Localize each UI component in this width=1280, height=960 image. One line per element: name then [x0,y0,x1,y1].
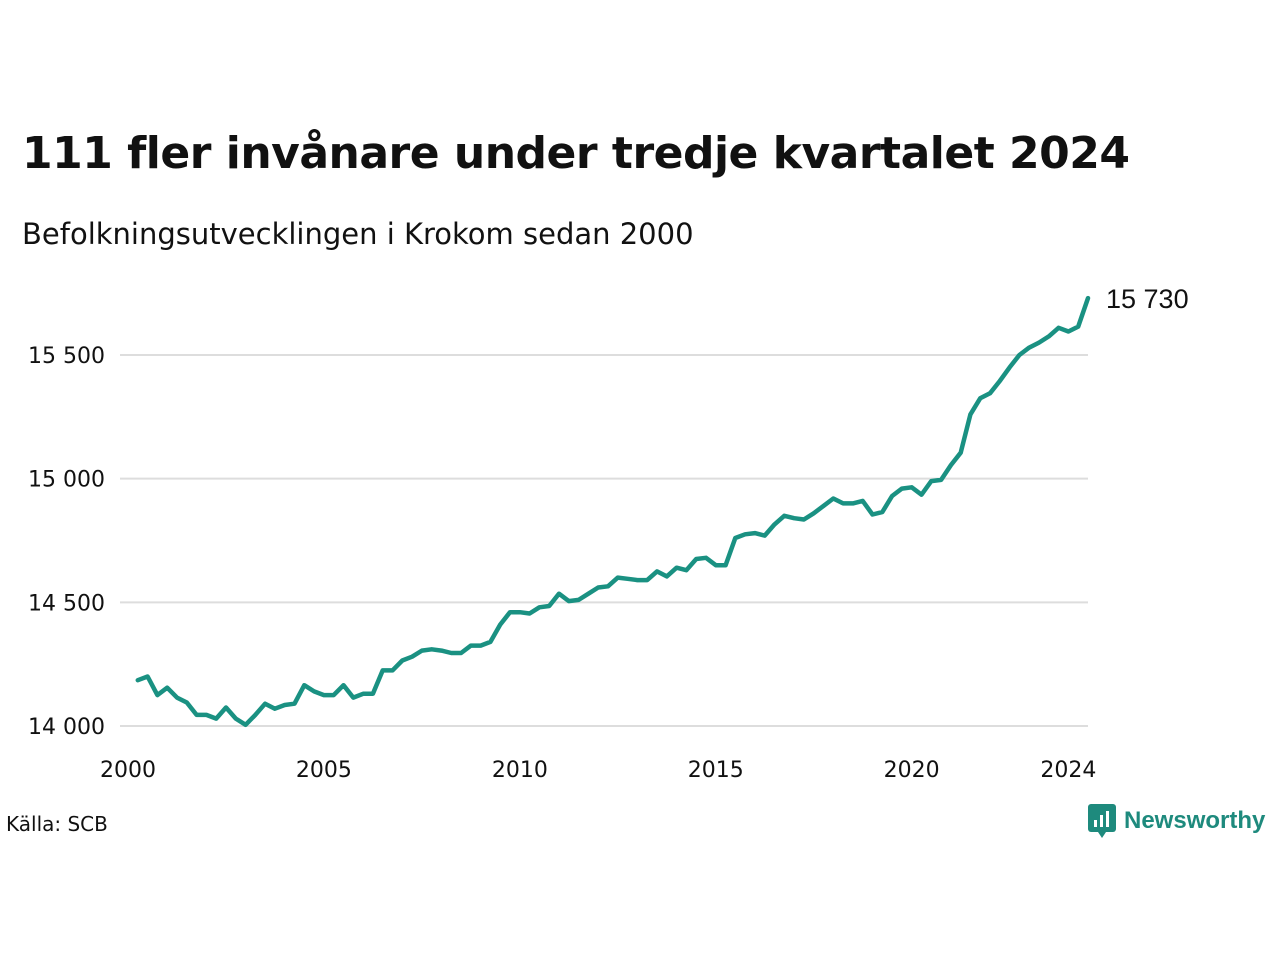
grid-lines [120,354,1088,727]
x-tick-label: 2015 [688,758,744,783]
y-tick-label: 14 000 [28,715,105,740]
y-tick-label: 14 500 [28,591,105,616]
x-axis-ticks: 2000 2005 2010 2015 2020 2024 [100,758,1096,783]
series-layer: 15 730 [135,284,1189,728]
end-value-label: 15 730 [1106,284,1189,314]
chart-subtitle: Befolkningsutvecklingen i Krokom sedan 2… [22,217,694,251]
newsworthy-logo-icon [1088,804,1116,838]
y-tick-label: 15 000 [28,468,105,493]
brand-name: Newsworthy [1124,807,1266,834]
x-tick-label: 2020 [884,758,940,783]
x-tick-label: 2005 [296,758,352,783]
x-tick-label: 2024 [1040,758,1096,783]
x-tick-label: 2010 [492,758,548,783]
x-tick-label: 2000 [100,758,156,783]
y-tick-label: 15 500 [28,344,105,369]
newsworthy-logo[interactable]: Newsworthy [1088,804,1265,838]
source-note: Källa: SCB [6,812,108,836]
population-line [135,295,1091,728]
chart-title: 111 fler invånare under tredje kvartalet… [22,128,1130,179]
y-axis-ticks: 14 000 14 500 15 000 15 500 [28,344,105,740]
